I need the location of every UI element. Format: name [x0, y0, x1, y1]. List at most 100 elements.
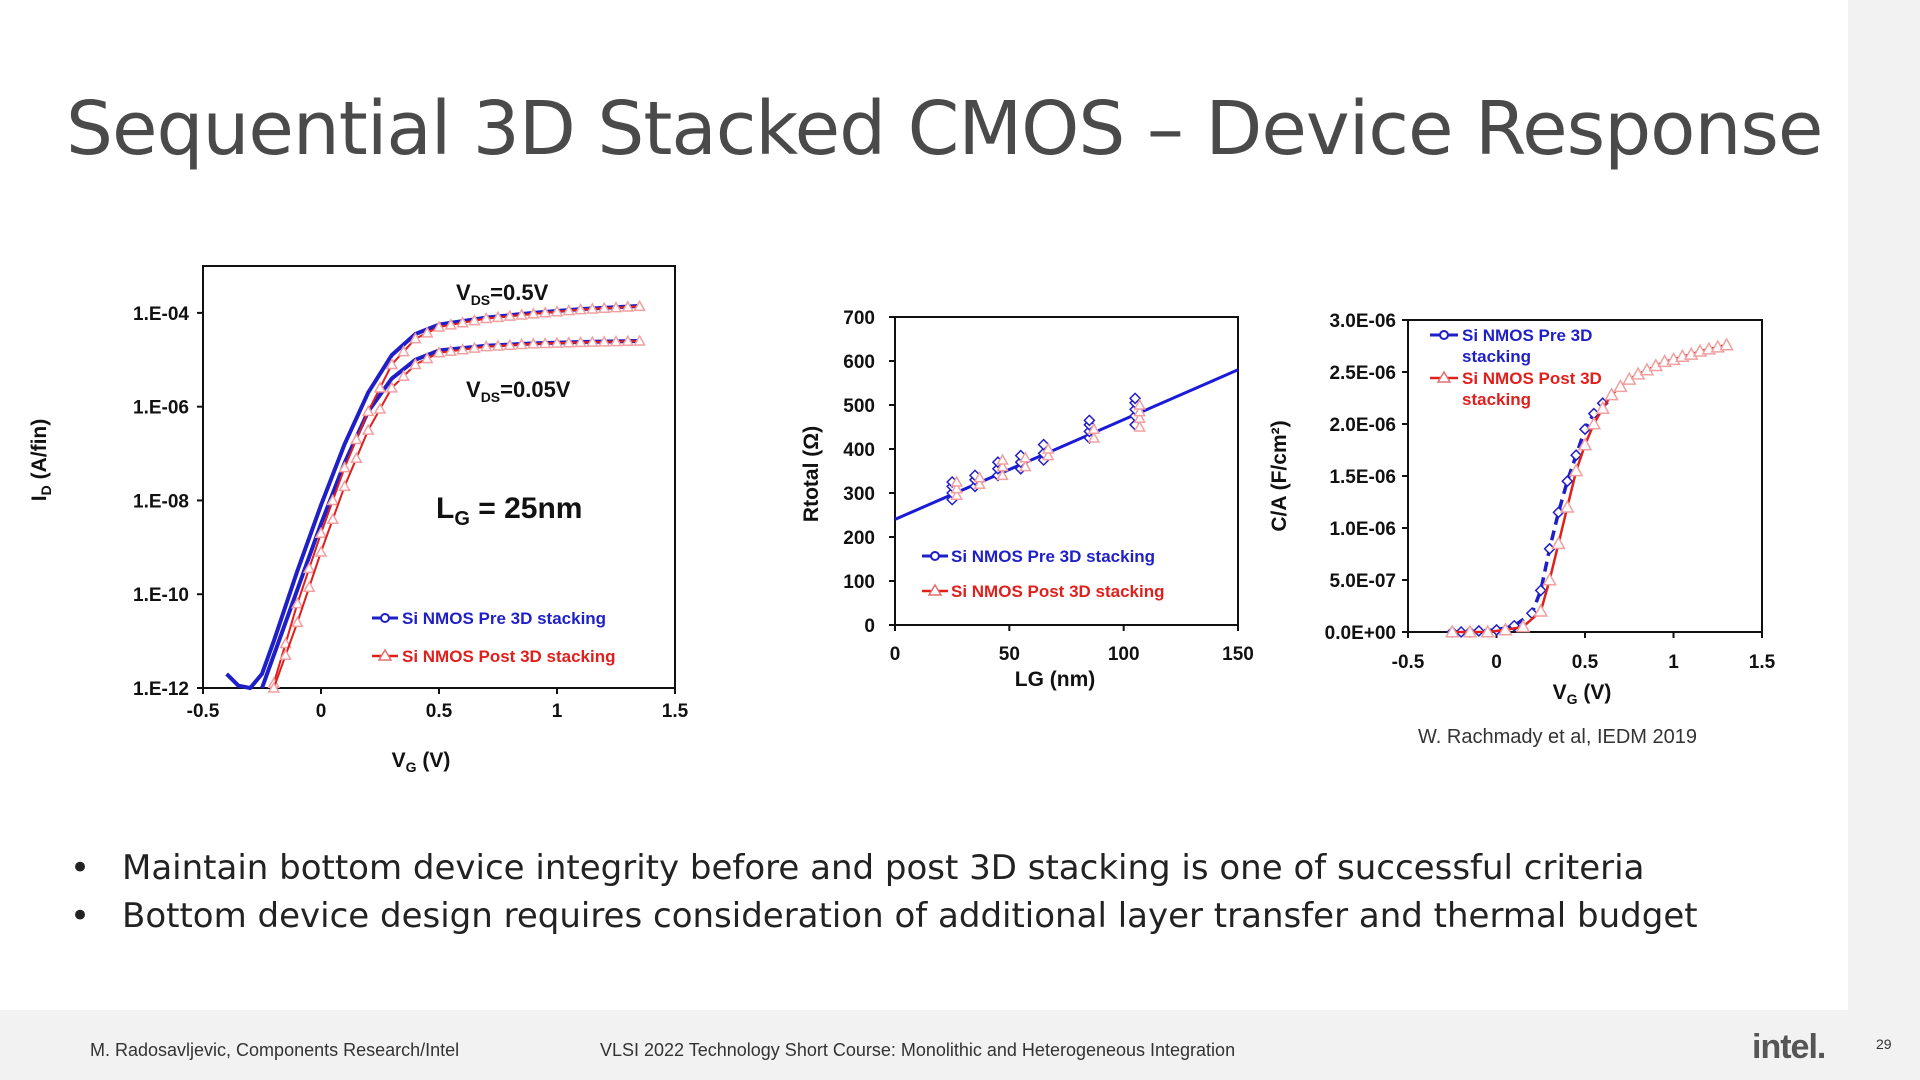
- rtotal-y-tick-label: 0: [864, 616, 875, 637]
- id-vg-y-tick-label: 1.E-12: [133, 679, 189, 700]
- cv-post-point: [1701, 341, 1717, 355]
- cv-y-tick-label: 2.0E-06: [1329, 415, 1396, 436]
- id-vg-post-point: [385, 357, 399, 370]
- id-vg-post-point: [550, 305, 564, 317]
- cv-post-point: [1666, 351, 1681, 366]
- cv-pre-point: [1561, 475, 1574, 488]
- id-vg-post-point: [503, 309, 517, 321]
- cv-pre-point: [1455, 625, 1468, 639]
- rtotal-y-tick-label: 100: [843, 572, 875, 593]
- cv-pre-point: [1596, 397, 1609, 410]
- rtotal-pre-point: [1083, 418, 1096, 431]
- rtotal-post-point: [1041, 449, 1055, 461]
- rtotal-pre-point: [946, 486, 959, 500]
- id-vg-post-point: [491, 339, 505, 351]
- rtotal-plot-area: 0 50 100 150 0 100 200 300 400 500 600 700: [843, 308, 1254, 665]
- cv-y-tick-label: 2.5E-06: [1329, 363, 1396, 384]
- cv-pre-point: [1578, 423, 1592, 436]
- cv-pre-point: [1446, 625, 1459, 639]
- id-vg-post-point: [350, 451, 363, 463]
- id-vg-series-line: [272, 305, 640, 684]
- id-vg-series-line: [225, 303, 640, 691]
- cv-x-tick-label: 0.5: [1572, 652, 1599, 673]
- cv-pre-point: [1587, 407, 1600, 420]
- id-vg-x-tick-label: 1: [552, 701, 563, 722]
- id-vg-post-point: [562, 304, 576, 316]
- id-vg-y-tick-label: 1.E-08: [133, 491, 189, 512]
- rtotal-post-point: [1087, 431, 1101, 443]
- id-vg-post-point: [527, 337, 540, 349]
- footer-bar: M. Radosavljevic, Components Research/In…: [0, 1010, 1848, 1080]
- cv-post-point: [1621, 371, 1637, 385]
- id-vg-post-point: [633, 334, 646, 346]
- id-vg-post-point: [597, 335, 611, 347]
- rtotal-pre-point: [1014, 456, 1027, 469]
- bullet-item: Maintain bottom device integrity before …: [70, 848, 1698, 888]
- id-vg-post-point: [432, 320, 446, 332]
- cv-post-point: [1648, 358, 1664, 372]
- id-vg-x-tick-label: 1.5: [662, 701, 689, 722]
- vds-low-annotation: VDS=0.05V: [466, 377, 571, 405]
- cv-pre-point: [1463, 625, 1477, 639]
- rtotal-pre-point: [1083, 425, 1096, 438]
- id-vg-post-point: [609, 335, 623, 347]
- cv-y-tick-label: 3.0E-06: [1329, 311, 1396, 332]
- cv-post-point: [1657, 354, 1672, 368]
- vds-high-annotation: VDS=0.5V: [456, 280, 549, 308]
- rtotal-x-tick-label: 100: [1108, 644, 1140, 665]
- id-vg-post-point: [586, 302, 599, 314]
- id-vg-y-tick-label: 1.E-10: [133, 585, 189, 606]
- id-vg-legend-post: Si NMOS Post 3D stacking: [402, 647, 616, 666]
- id-vg-series-line: [272, 340, 640, 689]
- rtotal-pre-point: [1129, 396, 1142, 409]
- id-vg-post-point: [633, 299, 646, 312]
- rtotal-pre-point: [968, 473, 982, 486]
- cv-x-tick-label: 0: [1491, 652, 1502, 673]
- cv-series-line: [1452, 402, 1605, 634]
- id-vg-post-point: [338, 479, 351, 492]
- rtotal-y-tick-label: 300: [843, 484, 875, 505]
- cv-post-point: [1462, 624, 1478, 638]
- cv-pre-point: [1570, 449, 1583, 462]
- slide-title: Sequential 3D Stacked CMOS – Device Resp…: [66, 86, 1823, 172]
- lg-annotation: LG = 25nm: [436, 492, 582, 530]
- id-vg-post-point: [574, 303, 587, 315]
- cv-post-point: [1498, 622, 1513, 636]
- id-vg-post-point: [621, 300, 635, 312]
- id-vg-post-point: [267, 681, 281, 693]
- id-vg-y-tick-label: 1.E-04: [133, 304, 189, 325]
- intel-logo: intel.: [1752, 1028, 1826, 1066]
- id-vg-post-point: [267, 676, 281, 689]
- id-vg-post-point: [302, 561, 316, 574]
- cv-legend-pre-line1: Si NMOS Pre 3D: [1462, 326, 1592, 345]
- footer-author: M. Radosavljevic, Components Research/In…: [90, 1040, 460, 1060]
- rtotal-pre-point: [1129, 409, 1142, 423]
- id-vg-xlabel: VG (V): [392, 749, 451, 775]
- cv-post-point: [1604, 387, 1619, 401]
- id-vg-frame: [202, 265, 676, 689]
- id-vg-post-point: [279, 636, 292, 649]
- cv-post-point: [1586, 416, 1602, 430]
- id-vg-ylabel: ID (A/fin): [28, 419, 54, 501]
- id-vg-post-point: [491, 310, 505, 323]
- rtotal-post-point: [950, 475, 964, 487]
- rtotal-post-point: [950, 488, 964, 500]
- id-vg-post-point: [302, 580, 316, 592]
- cv-legend-post-line2: stacking: [1462, 390, 1531, 409]
- page-number: 29: [1876, 1036, 1892, 1052]
- legend-post-marker: [377, 648, 393, 661]
- rtotal-pre-point: [1129, 403, 1142, 416]
- id-vg-post-point: [373, 402, 387, 414]
- cv-post-point: [1595, 400, 1610, 414]
- rtotal-post-point: [1041, 442, 1055, 454]
- id-vg-y-tick-label: 1.E-06: [133, 398, 189, 419]
- rtotal-pre-point: [1014, 462, 1027, 475]
- id-vg-post-point: [314, 526, 328, 539]
- rtotal-legend-pre: Si NMOS Pre 3D stacking: [951, 547, 1155, 566]
- id-vg-post-point: [409, 332, 422, 344]
- cv-pre-point: [1490, 623, 1503, 636]
- rtotal-y-tick-label: 400: [843, 440, 875, 461]
- id-vg-post-point: [314, 545, 328, 557]
- rtotal-pre-point: [1037, 447, 1050, 460]
- rtotal-pre-point: [991, 469, 1004, 482]
